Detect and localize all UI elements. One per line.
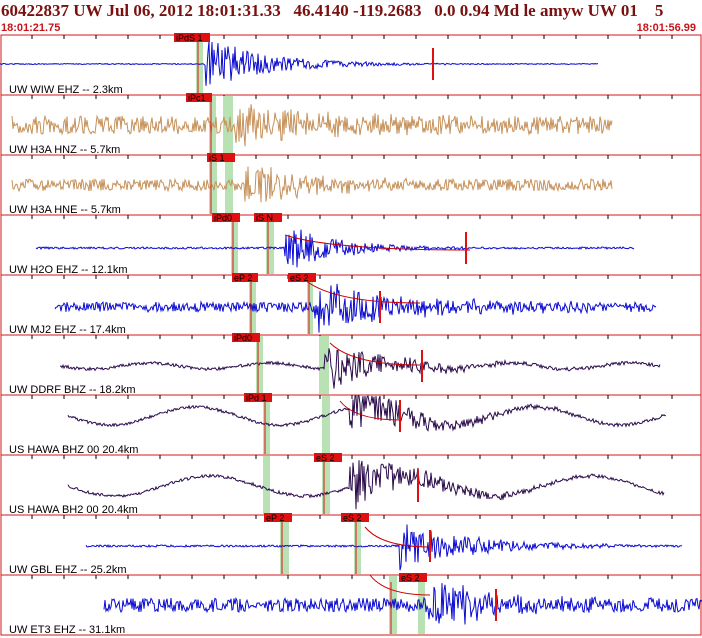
- pick-flag[interactable]: [207, 153, 235, 162]
- pick-window: [225, 156, 233, 214]
- trace-row: iPd 1 US HAWA BHZ 00 20.4km: [0, 393, 702, 456]
- waveform: [54, 283, 657, 333]
- waveform: [11, 104, 613, 147]
- waveform: [67, 394, 667, 432]
- pick-window: [209, 156, 217, 214]
- trace-row: eS 2 US HAWA BH2 00 20.4km: [0, 453, 702, 516]
- pick-label: iPdS 1: [176, 33, 203, 43]
- waveform: [103, 583, 702, 625]
- pick-label: eS 2: [316, 453, 335, 463]
- pick-window: [322, 396, 330, 454]
- pick-window: [354, 516, 361, 574]
- trace-row: eP 2 eS 2 UW MJ2 EHZ -- 17.4km: [0, 273, 702, 336]
- amplitude-envelope: [284, 234, 471, 251]
- station-label: UW ET3 EHZ -- 31.1km: [9, 624, 125, 636]
- waveform: [85, 524, 683, 571]
- pick-window: [263, 456, 270, 514]
- pick-label: iPd0: [214, 213, 232, 223]
- trace-row: iPd0 UW DDRF BHZ -- 18.2km: [0, 333, 702, 396]
- pick-flag[interactable]: [244, 393, 272, 402]
- pick-window: [266, 216, 274, 274]
- pick-flag[interactable]: [186, 93, 212, 102]
- pick-label: iS N: [256, 213, 273, 223]
- pick-label: iPc1: [188, 93, 206, 103]
- pick-flag[interactable]: [314, 453, 342, 462]
- pick-flag[interactable]: [232, 273, 258, 282]
- start-time-label: 18:01:21.75: [1, 22, 61, 34]
- pick-label: eS 2: [290, 273, 309, 283]
- waveform: [59, 348, 661, 389]
- pick-window: [231, 216, 238, 274]
- amplitude-envelope: [339, 400, 401, 421]
- station-label: UW GBL EHZ -- 25.2km: [9, 564, 127, 576]
- pick-flag[interactable]: [174, 33, 210, 42]
- pick-label: iPd0: [234, 333, 252, 343]
- station-label: UW MJ2 EHZ -- 17.4km: [9, 324, 126, 336]
- waveform: [11, 166, 613, 203]
- station-label: UW H2O EHZ -- 12.1km: [9, 264, 128, 276]
- pick-window: [223, 96, 233, 154]
- trace-row: iPdS 1 UW WIW EHZ -- 2.3km: [0, 33, 702, 96]
- trace-row: eS 2 UW ET3 EHZ -- 31.1km: [0, 573, 702, 636]
- trace-row: iPc1 UW H3A HNZ -- 5.7km: [0, 93, 702, 156]
- waveform: [67, 460, 665, 510]
- amplitude-envelope: [304, 279, 421, 304]
- station-label: UW H3A HNZ -- 5.7km: [9, 144, 120, 156]
- waveform: [0, 41, 599, 86]
- amplitude-envelope: [329, 342, 421, 366]
- pick-flag[interactable]: [212, 213, 240, 222]
- pick-flag[interactable]: [288, 273, 316, 282]
- amplitude-envelope: [369, 574, 431, 596]
- waveform: [35, 229, 635, 268]
- pick-flag[interactable]: [399, 573, 427, 582]
- pick-label: eS 2: [401, 573, 420, 583]
- pick-label: eS 2: [343, 513, 362, 523]
- trace-row: iS 1 UW H3A HNE -- 5.7km: [0, 153, 702, 216]
- station-label: UW H3A HNE -- 5.7km: [9, 204, 121, 216]
- end-time-label: 18:01:56.99: [636, 22, 696, 34]
- station-label: UW WIW EHZ -- 2.3km: [9, 84, 123, 96]
- pick-label: iPd 1: [246, 393, 267, 403]
- station-label: US HAWA BHZ 00 20.4km: [9, 444, 138, 456]
- pick-window: [322, 456, 330, 514]
- pick-window: [280, 516, 289, 574]
- station-label: US HAWA BH2 00 20.4km: [9, 504, 138, 516]
- trace-row: eP 2 eS 2 UW GBL EHZ -- 25.2km: [0, 513, 702, 576]
- pick-label: eP 2: [234, 273, 252, 283]
- pick-window: [196, 36, 203, 94]
- station-label: UW DDRF BHZ -- 18.2km: [9, 384, 136, 396]
- pick-flag[interactable]: [264, 513, 292, 522]
- trace-frame: [0, 574, 702, 636]
- pick-window: [263, 396, 270, 454]
- trace-row: iPd0 iS N UW H2O EHZ -- 12.1km: [0, 213, 702, 276]
- pick-flag[interactable]: [254, 213, 282, 222]
- pick-label: eP 2: [266, 513, 284, 523]
- amplitude-envelope: [364, 526, 431, 548]
- pick-window: [389, 576, 397, 634]
- pick-flag[interactable]: [232, 333, 260, 342]
- pick-flag[interactable]: [341, 513, 369, 522]
- event-header: 60422837 UW Jul 06, 2012 18:01:31.33 46.…: [1, 1, 664, 20]
- pick-label: iS 1: [209, 153, 225, 163]
